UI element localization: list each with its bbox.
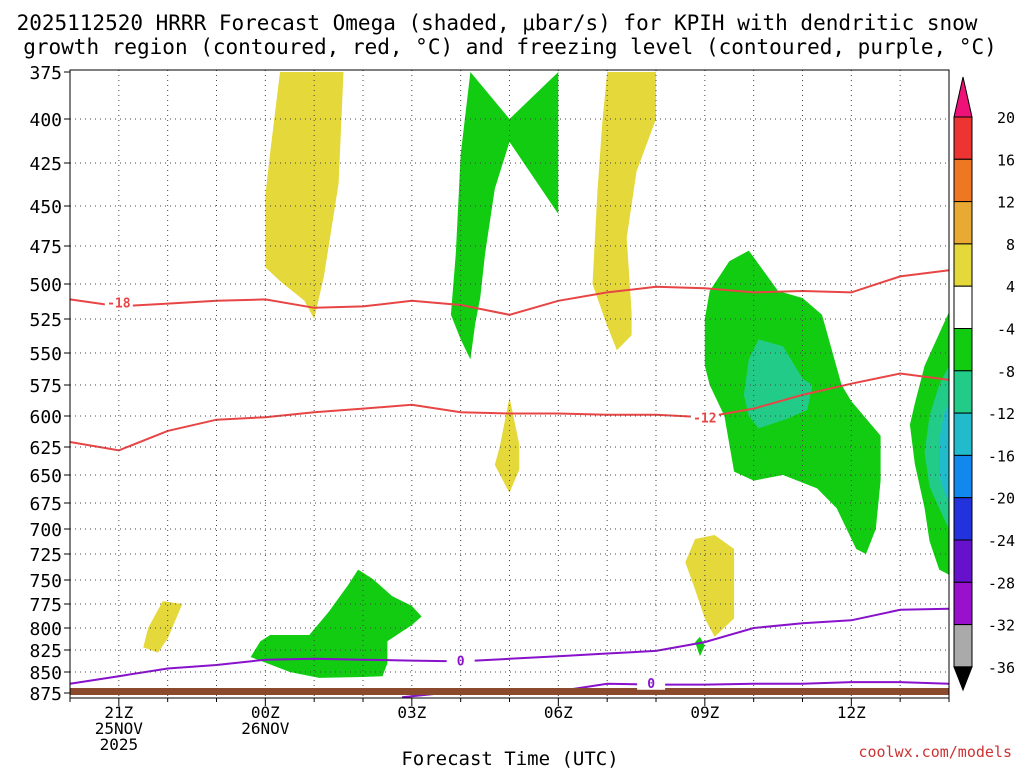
colorbar-bin-4 [953,285,973,330]
colorbar-label-5: -4 [997,321,1015,339]
colorbar-bottom-arrow [953,666,973,692]
x-tick-label-36-0: 12Z [837,703,866,722]
y-tick-label-800: 800 [29,619,62,640]
omega-region-4 [143,601,183,653]
omega-region-11 [924,365,949,529]
purple-contour-label-1-bg [637,675,666,690]
purple-contour-label-0-bg [446,653,475,668]
colorbar: 20 16 12 8 4 -4 -8 -12 -16 -20 -24 -28 -32 -36 [953,76,1015,692]
colorbar-label-9: -20 [988,490,1015,508]
y-tick-label-425: 425 [29,154,62,175]
omega-shaded-regions [143,72,949,678]
colorbar-bin-11 [953,581,973,626]
y-axis: 375 400 425 450 475 500 525 550 575 600 625 650 675 7… [29,63,70,705]
colorbar-top-arrow [953,76,973,118]
omega-region-3 [685,535,735,637]
colorbar-bin-7 [953,412,973,456]
colorbar-bin-5 [953,328,973,372]
y-tick-label-575: 575 [29,376,62,397]
colorbar-bin-8 [953,454,973,499]
colorbar-label-11: -28 [988,574,1015,592]
x-tick-label-24-1: 26NOV [241,719,290,738]
colorbar-bin-10 [953,539,973,583]
purple-contour-label-0: 0 [457,654,465,669]
x-tick-label-30-0: 06Z [544,703,573,722]
colorbar-label-12: -32 [988,617,1015,635]
colorbar-bin-9 [953,497,973,541]
contour-labels: -18 -12 0 0 [104,295,719,692]
x-tick-label-24-0: 00Z [251,703,280,722]
colorbar-bin-2 [953,201,973,245]
red-contour-line-1 [69,372,950,452]
y-tick-label-550: 550 [29,344,62,365]
y-tick-label-600: 600 [29,407,62,428]
x-tick-label-27-0: 03Z [397,703,426,722]
colorbar-label-10: -24 [988,532,1015,550]
y-tick-label-625: 625 [29,438,62,459]
y-tick-label-650: 650 [29,466,62,487]
ground-surface [70,688,949,695]
colorbar-label-1: 16 [997,151,1015,169]
red-contour-label-0: -18 [107,297,131,312]
colorbar-label-13: -36 [988,659,1015,677]
colorbar-label-4: 4 [1006,278,1015,296]
red-contour-line-0 [69,269,950,316]
x-tick-label-21-2: 2025 [100,735,139,754]
colorbar-label-8: -16 [988,447,1015,465]
chart-title-line1: 2025112520 HRRR Forecast Omega (shaded, … [17,11,978,35]
y-tick-label-875: 875 [29,684,62,705]
colorbar-label-3: 8 [1006,236,1015,254]
y-tick-label-750: 750 [29,571,62,592]
purple-contour-label-1: 0 [647,677,655,692]
y-tick-label-675: 675 [29,494,62,515]
omega-region-9 [695,636,705,657]
x-tick-label-33-0: 09Z [690,703,719,722]
y-tick-label-700: 700 [29,520,62,541]
y-tick-label-725: 725 [29,545,62,566]
colorbar-label-0: 20 [997,109,1015,127]
y-tick-label-500: 500 [29,275,62,296]
colorbar-bin-6 [953,370,973,414]
x-axis-label: Forecast Time (UTC) [401,748,618,768]
red-contour-label-0-bg [104,295,133,310]
colorbar-label-2: 12 [997,194,1015,212]
colorbar-label-7: -12 [988,405,1015,423]
omega-region-5 [450,72,559,360]
y-tick-label-475: 475 [29,237,62,258]
y-tick-label-525: 525 [29,310,62,331]
omega-region-12 [939,403,949,503]
credit-label: coolwx.com/models [858,743,1012,761]
y-tick-label-450: 450 [29,197,62,218]
colorbar-label-6: -8 [997,363,1015,381]
chart-title-line2: growth region (contoured, red, °C) and f… [23,35,997,59]
omega-region-1 [592,72,656,351]
colorbar-bin-3 [953,243,973,287]
omega-region-8 [250,569,422,678]
colorbar-bin-12 [953,624,973,668]
y-tick-label-850: 850 [29,663,62,684]
x-tick-label-21-0: 21Z [104,703,133,722]
x-tick-label-21-1: 25NOV [95,719,144,738]
colorbar-bin-0 [953,116,973,160]
red-contour-label-1: -12 [693,411,716,426]
omega-region-2 [494,397,520,493]
y-tick-label-775: 775 [29,595,62,616]
y-tick-label-400: 400 [29,110,62,131]
y-tick-label-375: 375 [29,63,62,84]
y-tick-label-825: 825 [29,641,62,662]
omega-region-0 [265,72,344,319]
colorbar-bin-1 [953,158,973,203]
red-contour-label-1-bg [690,410,719,425]
